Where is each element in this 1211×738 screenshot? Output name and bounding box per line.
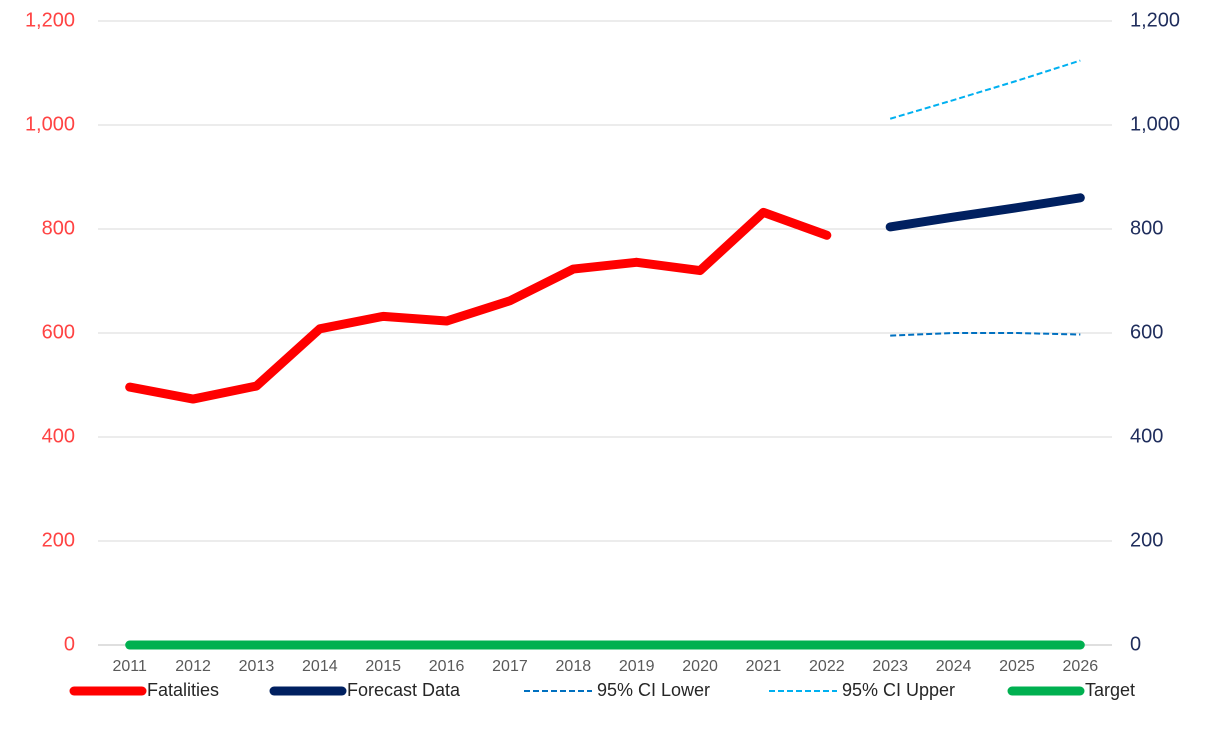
y2-tick-label: 400 xyxy=(1130,425,1163,447)
y2-tick-label: 600 xyxy=(1130,321,1163,343)
y-tick-label: 400 xyxy=(42,425,75,447)
x-tick-label: 2012 xyxy=(175,658,211,675)
x-tick-label: 2015 xyxy=(365,658,401,675)
y-tick-label: 800 xyxy=(42,217,75,239)
y-tick-label: 200 xyxy=(42,529,75,551)
x-tick-label: 2017 xyxy=(492,658,528,675)
series-line xyxy=(890,332,1081,337)
x-tick-label: 2026 xyxy=(1063,658,1099,675)
legend-label: 95% CI Upper xyxy=(842,680,955,700)
x-tick-label: 2022 xyxy=(809,658,845,675)
legend-label: 95% CI Lower xyxy=(597,680,710,700)
x-tick-label: 2020 xyxy=(682,658,718,675)
y2-tick-label: 0 xyxy=(1130,633,1141,655)
y2-tick-label: 1,000 xyxy=(1130,113,1180,135)
y-tick-label: 1,000 xyxy=(25,113,75,135)
y-tick-label: 1,200 xyxy=(25,9,75,31)
legend-label: Forecast Data xyxy=(347,680,461,700)
x-tick-label: 2023 xyxy=(872,658,908,675)
legend-label: Fatalities xyxy=(147,680,219,700)
y2-tick-label: 1,200 xyxy=(1130,9,1180,31)
y2-tick-label: 800 xyxy=(1130,217,1163,239)
legend-label: Target xyxy=(1085,680,1135,700)
x-tick-label: 2024 xyxy=(936,658,972,675)
series-line xyxy=(889,59,1081,120)
x-tick-label: 2014 xyxy=(302,658,338,675)
x-tick-label: 2011 xyxy=(112,658,147,675)
x-tick-label: 2018 xyxy=(556,658,592,675)
y-tick-label: 0 xyxy=(64,633,75,655)
x-tick-label: 2013 xyxy=(239,658,275,675)
series-line xyxy=(125,207,832,404)
x-tick-label: 2021 xyxy=(746,658,782,675)
x-tick-label: 2019 xyxy=(619,658,655,675)
y-tick-label: 600 xyxy=(42,321,75,343)
x-tick-label: 2016 xyxy=(429,658,465,675)
x-tick-label: 2025 xyxy=(999,658,1035,675)
y2-tick-label: 200 xyxy=(1130,529,1163,551)
series-line xyxy=(885,193,1085,232)
